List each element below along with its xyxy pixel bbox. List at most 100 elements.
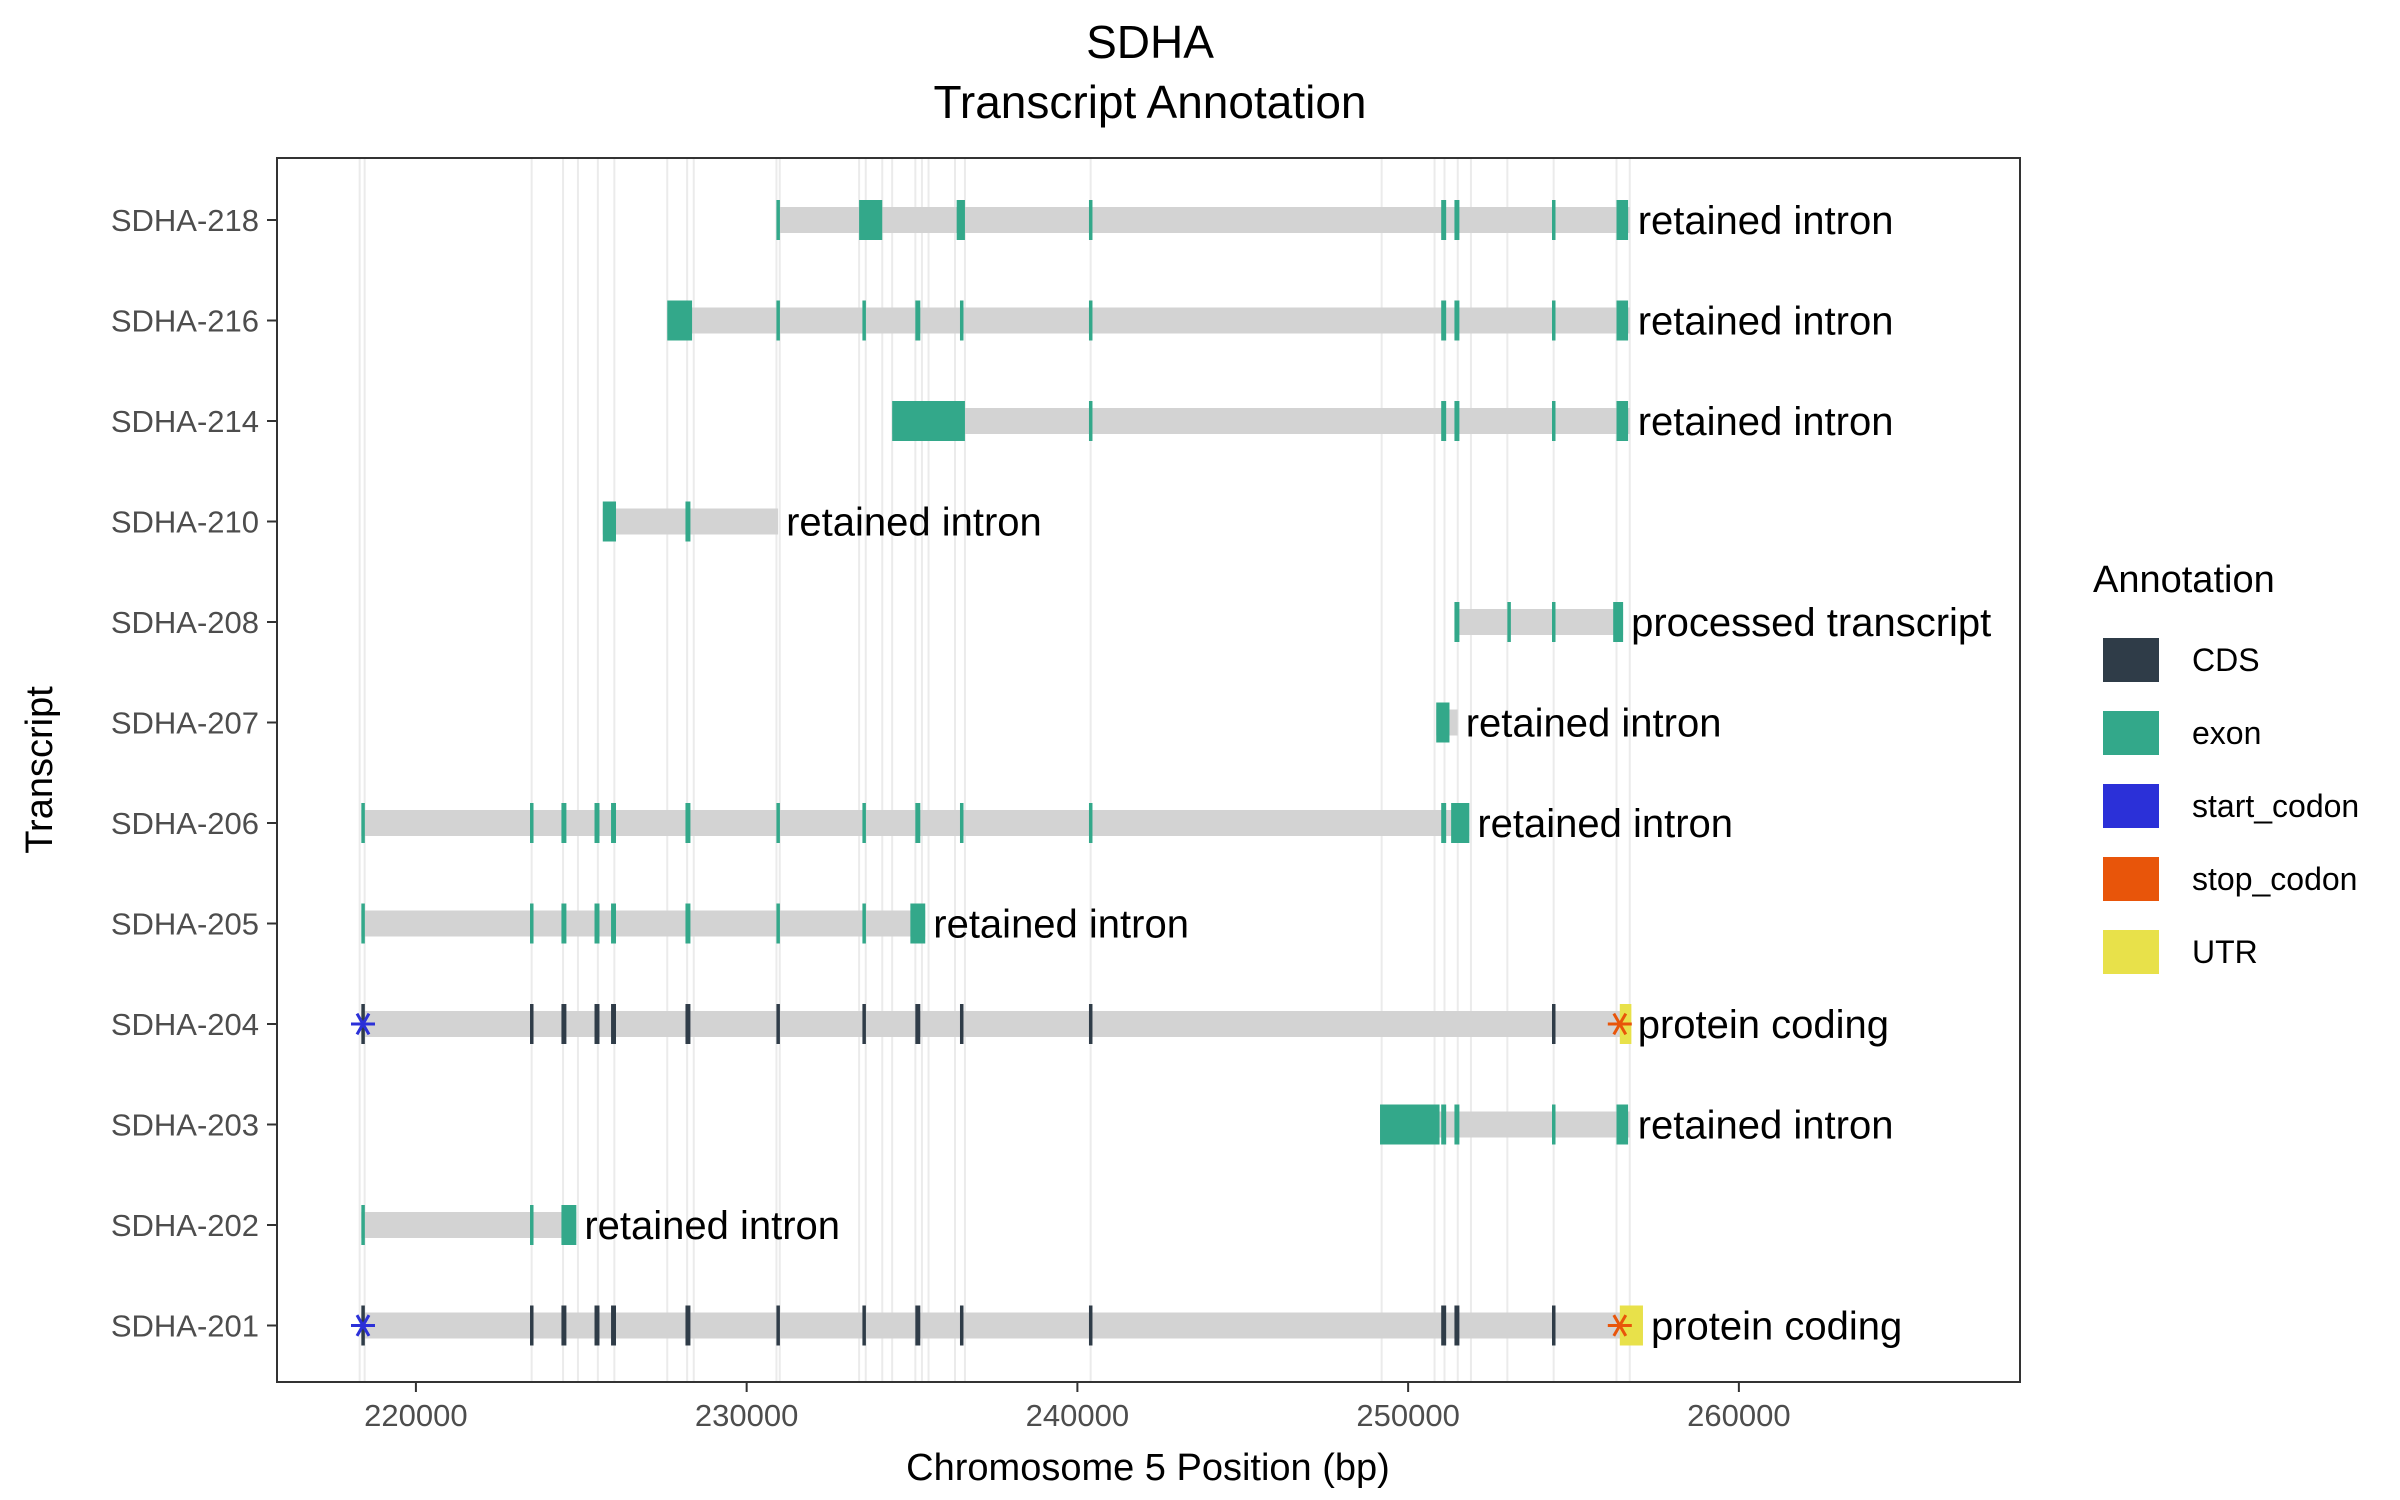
- exon-block: [530, 803, 534, 843]
- exon-block: [1088, 300, 1093, 341]
- transcript-track: [776, 200, 1630, 240]
- exon-block: [1436, 702, 1450, 743]
- start-codon-marker: [350, 1314, 375, 1337]
- exon-block: [776, 300, 780, 341]
- y-tick-label: SDHA-201: [111, 1309, 259, 1344]
- exon-block: [611, 903, 617, 944]
- cds-block: [1552, 1004, 1556, 1044]
- transcript-track: [1436, 702, 1458, 743]
- x-tick-label: 220000: [364, 1398, 467, 1433]
- exon-block: [361, 803, 365, 843]
- x-tick-label: 240000: [1026, 1398, 1129, 1433]
- legend-label: CDS: [2192, 642, 2260, 678]
- y-tick-label: SDHA-204: [111, 1007, 259, 1042]
- biotype-label: retained intron: [1477, 802, 1733, 846]
- biotype-labels: retained intron retained intron retained i…: [584, 199, 1991, 1349]
- chart-title: SDHA: [1086, 16, 1214, 68]
- exon-block: [956, 200, 965, 240]
- stop-codon-marker-stroke: [1612, 1012, 1628, 1036]
- legend-swatch: [2103, 784, 2159, 828]
- legend-swatch: [2103, 857, 2159, 901]
- cds-block: [685, 1004, 691, 1044]
- x-tick-label: 230000: [695, 1398, 798, 1433]
- exon-block: [561, 803, 567, 843]
- exon-block: [561, 903, 567, 944]
- y-tick-label: SDHA-218: [111, 203, 259, 238]
- exon-block: [361, 903, 365, 944]
- cds-block: [611, 1305, 617, 1346]
- cds-block: [1454, 1305, 1460, 1346]
- exon-block: [862, 300, 866, 341]
- exon-block: [776, 200, 780, 240]
- x-axis-title: Chromosome 5 Position (bp): [906, 1447, 1390, 1489]
- biotype-label: retained intron: [933, 903, 1189, 947]
- exon-block: [915, 300, 921, 341]
- intron-backbone: [776, 207, 1630, 233]
- cds-block: [862, 1305, 866, 1346]
- exon-block: [1454, 300, 1460, 341]
- intron-backbone: [361, 1312, 1643, 1339]
- legend-label: start_codon: [2192, 788, 2359, 824]
- biotype-label: retained intron: [584, 1204, 840, 1248]
- y-tick-label: SDHA-206: [111, 806, 259, 841]
- exon-block: [1552, 1104, 1556, 1145]
- exon-block: [594, 903, 600, 944]
- exon-block: [1507, 602, 1511, 642]
- exon-block: [1088, 401, 1093, 441]
- biotype-label: protein coding: [1638, 1003, 1889, 1047]
- cds-block: [1088, 1004, 1093, 1044]
- exon-block: [1552, 300, 1556, 341]
- transcript-tracks: [350, 200, 1643, 1346]
- exon-block: [361, 1205, 365, 1245]
- biotype-label: retained intron: [1638, 300, 1894, 344]
- intron-backbone: [361, 910, 926, 937]
- exon-block: [602, 501, 617, 542]
- stop-codon-marker: [1607, 1012, 1632, 1036]
- transcript-track: [361, 903, 926, 944]
- start-codon-marker-stroke: [355, 1314, 371, 1337]
- exon-block: [1451, 803, 1470, 843]
- biotype-label: retained intron: [1638, 400, 1894, 444]
- cds-block: [776, 1004, 780, 1044]
- exon-block: [862, 903, 866, 944]
- x-tick-label: 260000: [1687, 1398, 1790, 1433]
- transcript-track: [361, 803, 1470, 843]
- exon-block: [530, 1205, 534, 1245]
- exon-block: [1552, 200, 1556, 240]
- stop-codon-marker: [1607, 1314, 1632, 1337]
- legend-swatch: [2103, 638, 2159, 682]
- exon-block: [959, 803, 964, 843]
- y-tick-label: SDHA-210: [111, 505, 259, 540]
- cds-block: [776, 1305, 780, 1346]
- y-tick-label: SDHA-205: [111, 907, 259, 942]
- cds-block: [530, 1004, 534, 1044]
- biotype-label: protein coding: [1651, 1305, 1902, 1349]
- intron-backbone: [892, 408, 1630, 434]
- transcript-track: [350, 1004, 1632, 1044]
- exon-block: [685, 903, 691, 944]
- biotype-label: retained intron: [1638, 199, 1894, 243]
- transcript-track: [892, 401, 1630, 441]
- cds-block: [530, 1305, 534, 1346]
- intron-backbone: [361, 1212, 577, 1238]
- intron-backbone: [361, 1011, 1630, 1037]
- y-axis: SDHA-218 SDHA-216 SDHA-214 SDHA-210 SDHA-208…: [111, 203, 277, 1344]
- x-tick-label: 250000: [1356, 1398, 1459, 1433]
- y-tick-label: SDHA-203: [111, 1108, 259, 1143]
- exon-block: [1616, 1104, 1629, 1145]
- cds-block: [959, 1305, 964, 1346]
- exon-block: [1616, 200, 1629, 240]
- exon-block: [685, 501, 691, 542]
- chart-subtitle: Transcript Annotation: [934, 76, 1367, 128]
- biotype-label: processed transcript: [1631, 601, 1991, 645]
- exon-block: [1552, 401, 1556, 441]
- exon-block: [561, 1205, 577, 1245]
- biotype-label: retained intron: [1466, 702, 1722, 746]
- transcript-track: [361, 1205, 577, 1245]
- exon-block: [1454, 1104, 1460, 1145]
- y-axis-title: Transcript: [19, 686, 61, 854]
- exon-block: [1552, 602, 1556, 642]
- exon-block: [1441, 803, 1447, 843]
- legend-title: Annotation: [2093, 559, 2275, 601]
- cds-block: [594, 1305, 600, 1346]
